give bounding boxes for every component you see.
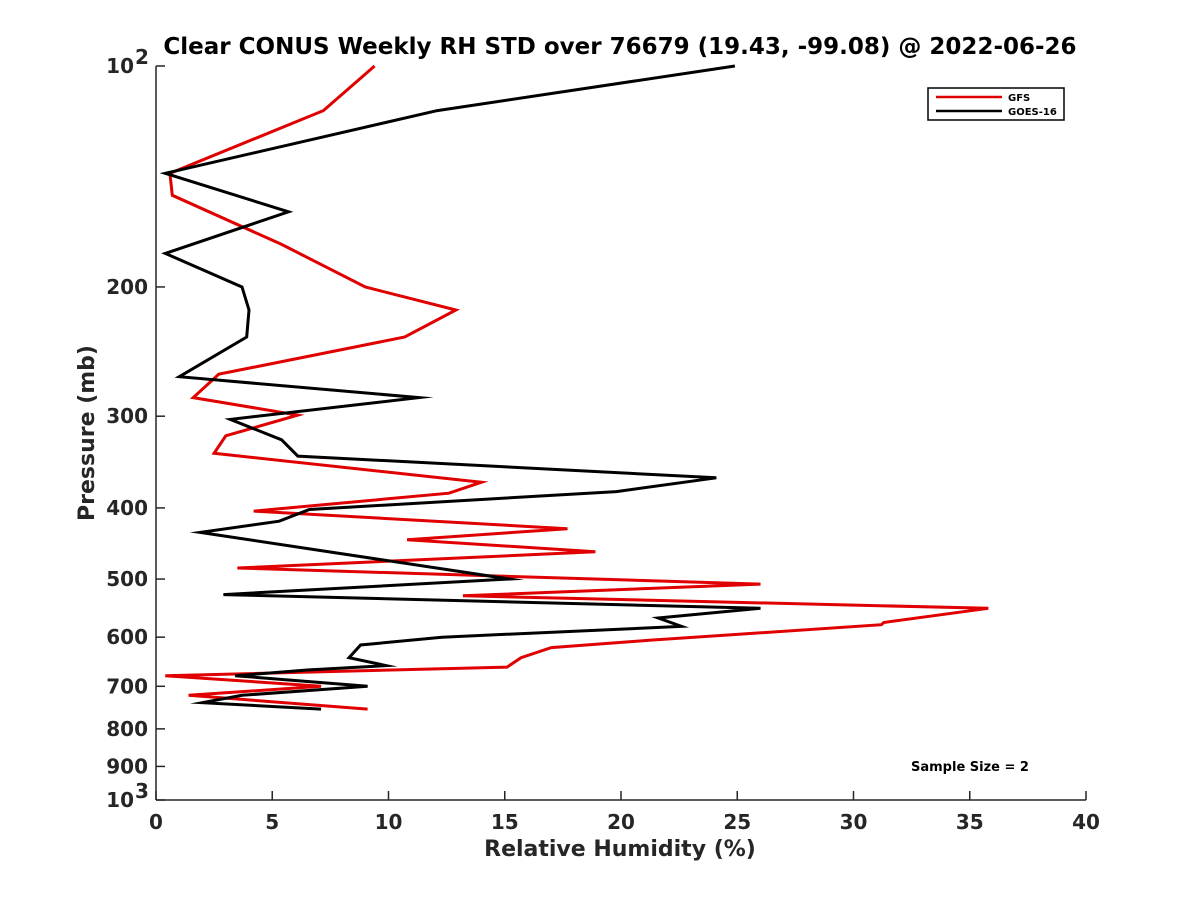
- series-layer: [159, 64, 989, 711]
- y-tick-label: 800: [106, 717, 148, 741]
- series-line-gfs: [165, 64, 989, 711]
- legend: GFS GOES-16: [927, 87, 1065, 121]
- y-tick-label: 700: [106, 674, 148, 698]
- x-axis-label: Relative Humidity (%): [484, 837, 756, 862]
- x-tick-label: 25: [723, 810, 751, 834]
- chart-title: Clear CONUS Weekly RH STD over 76679 (19…: [163, 34, 1076, 60]
- plot-background: [156, 66, 1086, 800]
- plot-area: [156, 66, 1086, 800]
- y-tick-label: 300: [106, 404, 148, 428]
- x-tick-label: 5: [265, 810, 279, 834]
- x-tick-label: 30: [840, 810, 868, 834]
- y-tick-label: 600: [106, 625, 148, 649]
- x-tick-label: 0: [149, 810, 163, 834]
- x-tick-label: 10: [375, 810, 403, 834]
- y-tick-label: 200: [106, 275, 148, 299]
- y-tick-label: 10: [106, 54, 134, 78]
- y-tick-label: 900: [106, 754, 148, 778]
- y-tick-label: 10: [106, 788, 134, 812]
- legend-label-gfs: GFS: [1008, 93, 1030, 104]
- y-tick-exponent: 3: [135, 779, 149, 803]
- x-tick-label: 40: [1072, 810, 1100, 834]
- y-axis-label: Pressure (mb): [75, 345, 100, 521]
- x-tick-label: 15: [491, 810, 519, 834]
- series-line-goes-16: [159, 64, 761, 711]
- x-tick-label: 20: [607, 810, 635, 834]
- y-tick-label: 500: [106, 567, 148, 591]
- legend-label-goes-16: GOES-16: [1008, 107, 1057, 118]
- legend-box: [927, 87, 1065, 121]
- y-tick-exponent: 2: [135, 45, 149, 69]
- y-tick-label: 400: [106, 496, 148, 520]
- x-tick-label: 35: [956, 810, 984, 834]
- sample-size-annotation: Sample Size = 2: [911, 760, 1029, 775]
